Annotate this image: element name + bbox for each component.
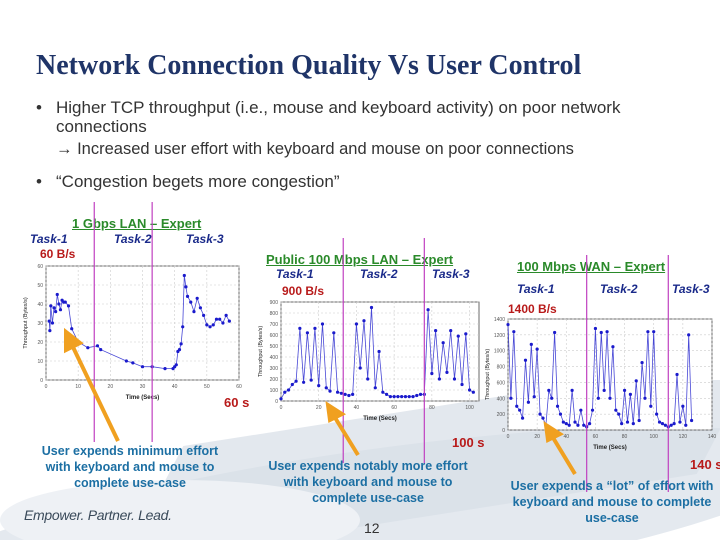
- page-number: 12: [364, 520, 380, 536]
- bullet-dot: •: [36, 98, 42, 117]
- svg-text:100: 100: [650, 434, 659, 440]
- svg-text:40: 40: [37, 302, 43, 308]
- chart-public-100mbps-lan: 0 100 200 300 400 500 600 700 800 900 0 20 40 60 80 100…: [258, 238, 480, 463]
- svg-text:1200: 1200: [494, 333, 505, 339]
- svg-text:Time (Secs): Time (Secs): [126, 395, 160, 401]
- svg-text:0: 0: [45, 384, 48, 390]
- svg-text:900: 900: [270, 300, 279, 306]
- svg-text:50: 50: [204, 384, 210, 390]
- panel-3-task-3: Task-3: [672, 282, 710, 296]
- svg-text:400: 400: [497, 396, 506, 402]
- panel-3-duration: 140 s: [690, 457, 720, 472]
- svg-text:0: 0: [507, 434, 510, 440]
- chart-100mbps-wan: 0 200 400 600 800 1000 1200 1400 0 20 40 60 80 100 120…: [485, 255, 717, 492]
- panel-2-duration: 100 s: [452, 435, 485, 450]
- svg-text:30: 30: [37, 321, 43, 327]
- panel-2-task-3: Task-3: [432, 267, 470, 281]
- svg-text:Throughput (Bytes/s): Throughput (Bytes/s): [258, 326, 264, 378]
- svg-text:60: 60: [593, 434, 599, 440]
- svg-text:10: 10: [37, 359, 43, 365]
- svg-text:600: 600: [497, 380, 506, 386]
- panel-3-peak-rate: 1400 B/s: [508, 302, 557, 316]
- svg-text:800: 800: [497, 365, 506, 371]
- bullet-1-subpoint: → Increased user effort with keyboard an…: [56, 140, 574, 158]
- svg-text:200: 200: [270, 377, 279, 383]
- panel-2-task-2: Task-2: [360, 267, 398, 281]
- panel-1-task-3: Task-3: [186, 232, 224, 246]
- background-swoosh: [0, 380, 720, 540]
- svg-text:600: 600: [270, 333, 279, 339]
- panel-1-callout: User expends minimum effort with keyboar…: [41, 444, 219, 490]
- slide-title: Network Connection Quality Vs User Contr…: [36, 50, 582, 81]
- bullet-dot: •: [36, 172, 42, 191]
- bullet-1-text: Higher TCP throughput (i.e., mouse and k…: [56, 98, 621, 136]
- svg-text:140: 140: [708, 434, 717, 440]
- panel-2-callout: User expends notably more effort with ke…: [268, 459, 468, 505]
- svg-text:120: 120: [679, 434, 688, 440]
- panel-2-peak-rate: 900 B/s: [282, 284, 325, 298]
- svg-text:50: 50: [37, 283, 43, 289]
- svg-text:20: 20: [37, 340, 43, 346]
- svg-text:Time (Secs): Time (Secs): [363, 416, 397, 422]
- svg-text:40: 40: [172, 384, 178, 390]
- svg-text:Throughput (Bytes/s): Throughput (Bytes/s): [23, 297, 29, 349]
- svg-text:40: 40: [354, 405, 360, 411]
- svg-text:0: 0: [280, 405, 283, 411]
- panel-3-callout: User expends a “lot” of effort with keyb…: [510, 479, 714, 525]
- svg-text:1000: 1000: [494, 349, 505, 355]
- arrow-icon: [64, 327, 577, 476]
- svg-text:1400: 1400: [494, 317, 505, 323]
- svg-text:800: 800: [270, 311, 279, 317]
- svg-text:500: 500: [270, 344, 279, 350]
- panel-3-task-2: Task-2: [600, 282, 638, 296]
- panel-3-task-1: Task-1: [517, 282, 555, 296]
- svg-text:200: 200: [497, 412, 506, 418]
- svg-text:40: 40: [564, 434, 570, 440]
- svg-text:10: 10: [75, 384, 81, 390]
- bullet-2: • “Congestion begets more congestion”: [36, 172, 340, 191]
- bullet-2-text: “Congestion begets more congestion”: [56, 172, 340, 191]
- svg-text:400: 400: [270, 355, 279, 361]
- svg-text:60: 60: [391, 405, 397, 411]
- panel-1-duration: 60 s: [224, 395, 250, 410]
- footer-tagline: Empower. Partner. Lead.: [24, 507, 172, 523]
- svg-text:80: 80: [429, 405, 435, 411]
- svg-text:300: 300: [270, 366, 279, 372]
- svg-text:30: 30: [140, 384, 146, 390]
- svg-text:20: 20: [316, 405, 322, 411]
- bullet-1: • Higher TCP throughput (i.e., mouse and…: [36, 98, 696, 136]
- swoosh-shape: [0, 480, 360, 540]
- svg-text:0: 0: [40, 378, 43, 384]
- svg-text:60: 60: [37, 264, 43, 270]
- panel-1-task-2: Task-2: [114, 232, 152, 246]
- svg-text:60: 60: [236, 384, 242, 390]
- panel-2-task-1: Task-1: [276, 267, 314, 281]
- svg-text:0: 0: [502, 428, 505, 434]
- svg-text:Throughput (Bytes/s): Throughput (Bytes/s): [485, 349, 491, 401]
- panel-3-title: 100 Mbps WAN – Expert: [517, 259, 666, 274]
- panel-2-title: Public 100 Mbps LAN – Expert: [266, 252, 454, 267]
- svg-text:Time (Secs): Time (Secs): [593, 445, 627, 451]
- svg-text:100: 100: [465, 405, 474, 411]
- svg-text:0: 0: [275, 399, 278, 405]
- svg-text:700: 700: [270, 322, 279, 328]
- svg-text:80: 80: [622, 434, 628, 440]
- svg-text:100: 100: [270, 388, 279, 394]
- svg-text:20: 20: [108, 384, 114, 390]
- panel-1-peak-rate: 60 B/s: [40, 247, 76, 261]
- panel-1-title: 1 Gbps LAN – Expert: [72, 216, 202, 231]
- panel-1-task-1: Task-1: [30, 232, 68, 246]
- svg-text:20: 20: [534, 434, 540, 440]
